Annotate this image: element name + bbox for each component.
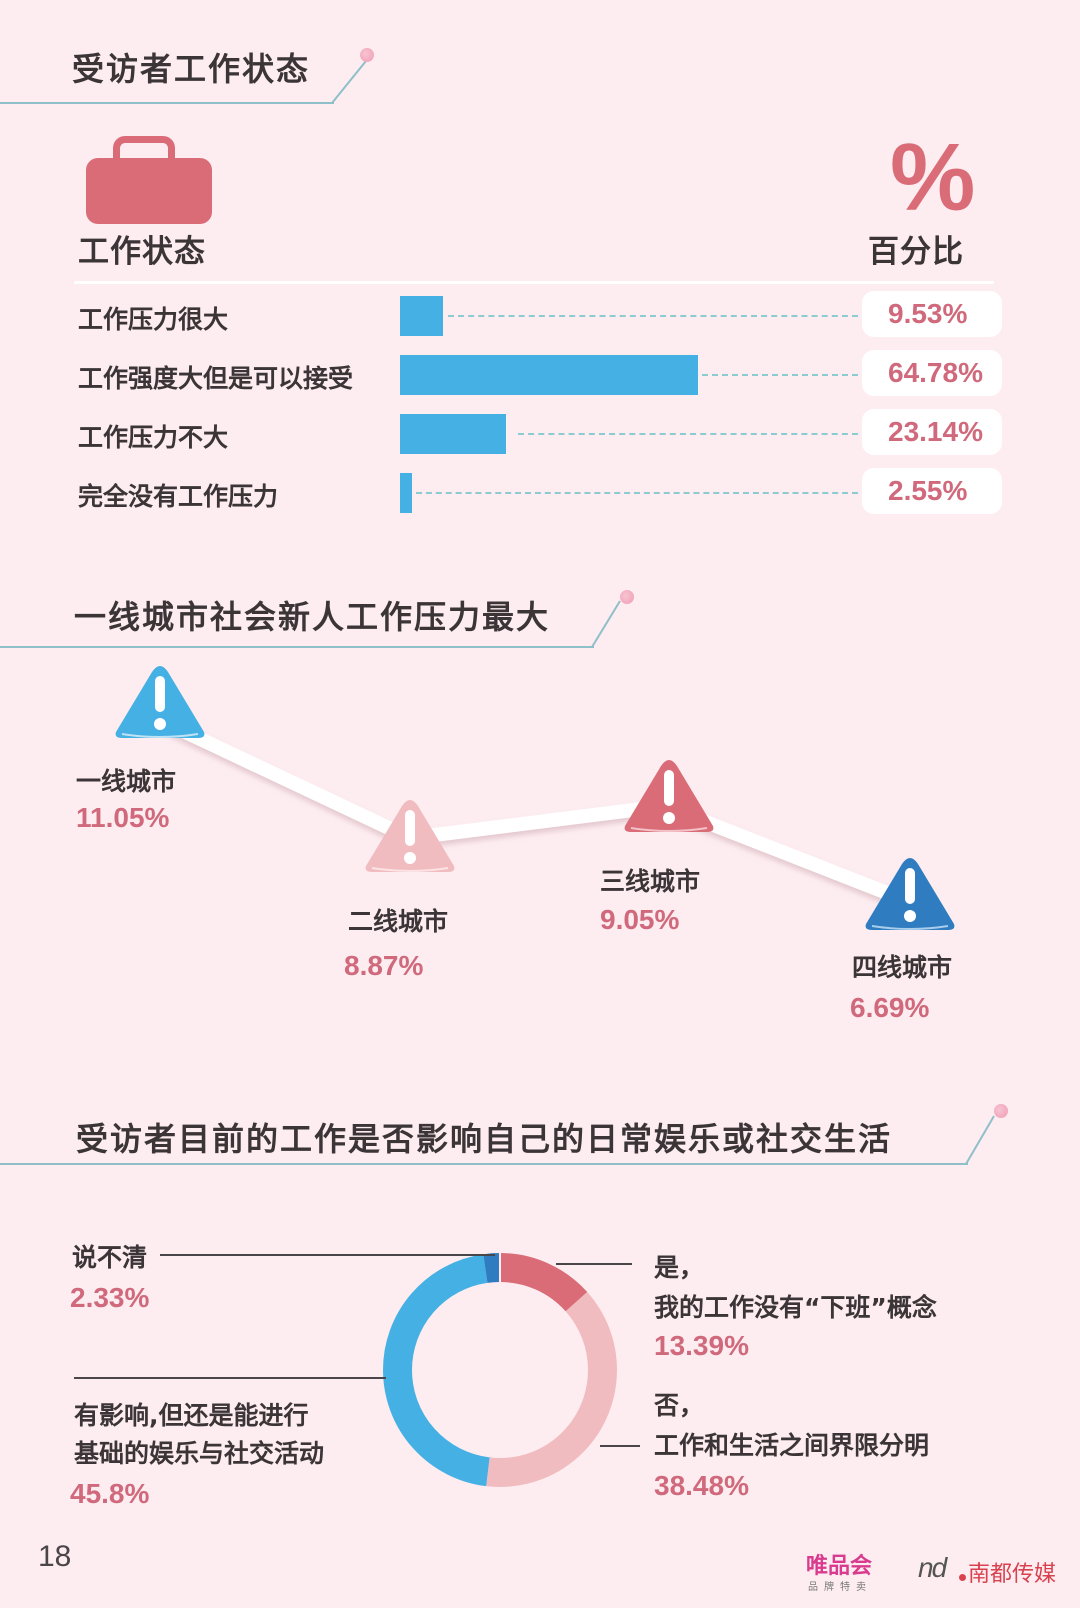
briefcase-icon xyxy=(86,136,212,224)
dashed-leader xyxy=(448,315,858,317)
donut-label: 否， xyxy=(654,1391,705,1420)
leader-line xyxy=(74,1377,386,1379)
donut-value: 2.33% xyxy=(70,1282,150,1313)
section-title-life-impact: 受访者目前的工作是否影响自己的日常娱乐或社交生活 xyxy=(76,1120,893,1158)
bar-label: 工作压力不大 xyxy=(78,423,229,452)
warning-triangle-icon xyxy=(115,666,205,738)
bar-value: 23.14% xyxy=(888,416,983,447)
value-badge xyxy=(862,468,1002,514)
bar-row: 工作压力不大 23.14% xyxy=(0,409,1080,456)
nd-logo-name: 南都传媒 xyxy=(968,1562,1057,1587)
leader-line xyxy=(600,1445,640,1447)
donut-label: 基础的娱乐与社交活动 xyxy=(74,1439,325,1468)
section-dot xyxy=(994,1104,1008,1118)
city-value: 9.05% xyxy=(600,904,680,935)
warning-triangle-icon xyxy=(365,800,455,872)
vip-logo-subtitle: 品牌特卖 xyxy=(808,1582,872,1593)
page-number: 18 xyxy=(38,1540,72,1573)
section-divider-slant xyxy=(591,600,621,648)
bar-row: 工作强度大但是可以接受 64.78% xyxy=(0,350,1080,397)
city-value: 6.69% xyxy=(850,992,930,1023)
nd-logo-mark: nd xyxy=(918,1552,947,1583)
donut-value: 13.39% xyxy=(654,1330,749,1361)
section-divider-slant xyxy=(331,60,367,104)
warning-triangle-icon xyxy=(865,858,955,930)
bar-value: 2.55% xyxy=(888,475,968,506)
bar xyxy=(400,355,698,395)
bar-row: 完全没有工作压力 2.55% xyxy=(0,468,1080,515)
nd-logo-dot xyxy=(959,1574,966,1581)
section-title-city-pressure: 一线城市社会新人工作压力最大 xyxy=(74,598,551,636)
city-name: 四线城市 xyxy=(852,953,953,982)
bar xyxy=(400,414,506,454)
column-label-percent: 百分比 xyxy=(868,234,964,270)
donut-chart xyxy=(383,1253,617,1487)
bar-label: 工作强度大但是可以接受 xyxy=(78,364,354,393)
bar-value: 9.53% xyxy=(888,298,968,329)
donut-label: 我的工作没有“下班”概念 xyxy=(654,1293,937,1322)
section-title-work-status: 受访者工作状态 xyxy=(72,50,311,88)
section-dot xyxy=(360,48,374,62)
bar xyxy=(400,296,443,336)
section-dot xyxy=(620,590,634,604)
dashed-leader xyxy=(518,433,858,435)
section-divider-slant xyxy=(965,1115,995,1165)
dashed-leader xyxy=(702,374,858,376)
section-divider xyxy=(0,646,594,648)
value-badge xyxy=(862,409,1002,455)
vip-logo: 唯品会 xyxy=(806,1554,873,1579)
value-badge xyxy=(862,291,1002,337)
leader-line xyxy=(160,1254,495,1256)
bar-label: 工作压力很大 xyxy=(78,305,229,334)
value-badge xyxy=(862,350,1002,396)
bar xyxy=(400,473,412,513)
bar-label: 完全没有工作压力 xyxy=(78,482,279,511)
bar-row: 工作压力很大 9.53% xyxy=(0,291,1080,338)
donut-value: 38.48% xyxy=(654,1470,749,1501)
column-label-work-status: 工作状态 xyxy=(78,234,206,270)
donut-label: 有影响,但还是能进行 xyxy=(74,1401,309,1430)
city-name: 一线城市 xyxy=(76,767,177,796)
donut-value: 45.8% xyxy=(70,1478,150,1509)
section-divider xyxy=(0,102,334,104)
donut-label: 说不清 xyxy=(72,1243,148,1272)
donut-segment-no xyxy=(383,1253,617,1487)
donut-label: 是， xyxy=(654,1253,705,1282)
dashed-leader xyxy=(416,492,858,494)
city-value: 11.05% xyxy=(76,802,170,833)
donut-segment-some-impact xyxy=(383,1253,617,1487)
leader-line xyxy=(556,1263,632,1265)
donut-label: 工作和生活之间界限分明 xyxy=(654,1431,930,1460)
city-line-chart xyxy=(115,666,955,930)
warning-triangle-icon xyxy=(624,760,714,832)
city-name: 二线城市 xyxy=(348,907,449,936)
city-name: 三线城市 xyxy=(600,867,701,896)
header-divider xyxy=(74,281,994,284)
city-value: 8.87% xyxy=(344,950,424,981)
bar-value: 64.78% xyxy=(888,357,983,388)
section-divider xyxy=(0,1163,968,1165)
percent-icon: % xyxy=(890,124,976,231)
